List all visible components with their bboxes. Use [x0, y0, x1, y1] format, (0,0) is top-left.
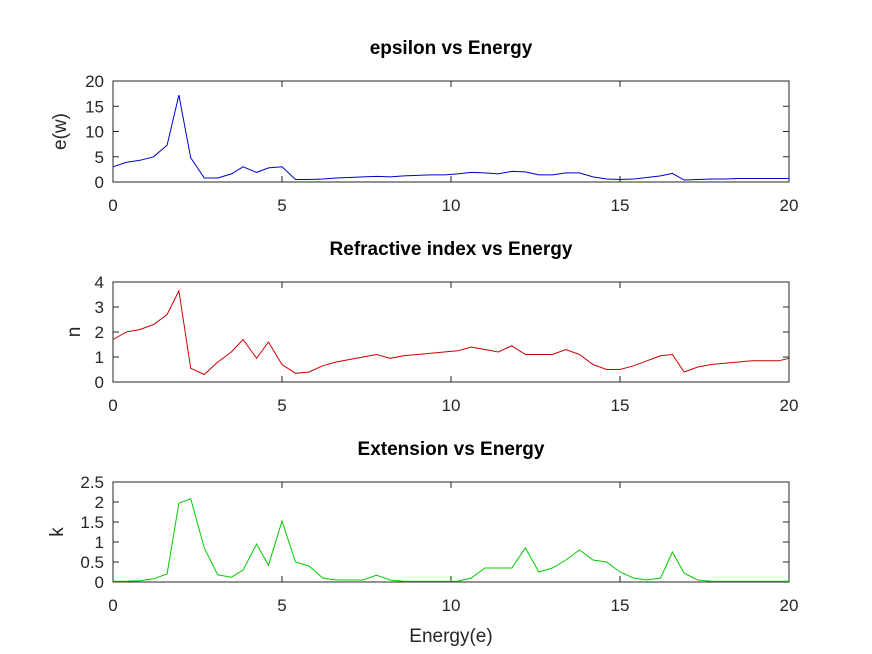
chart-title: Refractive index vs Energy [330, 239, 573, 260]
x-tick-label: 15 [611, 196, 630, 215]
subplot-refractive-index: Refractive index vs Energy 0 5 10 15 20 0 1 2 3 4 n [64, 239, 798, 415]
x-tick-label: 10 [442, 196, 461, 215]
y-tick-label: 0 [95, 173, 104, 192]
x-tick-label: 5 [277, 196, 286, 215]
y-tick-label: 3 [95, 298, 104, 317]
chart-title: Extension vs Energy [358, 439, 545, 460]
subplot-epsilon: epsilon vs Energy 0 5 10 15 20 0 5 10 15 20 e(w) [50, 38, 798, 215]
plot-frame [112, 281, 790, 383]
x-tick-label: 0 [108, 196, 117, 215]
y-tick-label: 0.5 [80, 553, 104, 572]
y-tick-label: 15 [85, 97, 104, 116]
y-tick-label: 1 [95, 348, 104, 367]
y-axis-label: n [64, 327, 85, 338]
y-tick-label: 2 [95, 493, 104, 512]
y-tick-label: 5 [95, 148, 104, 167]
chart-title: epsilon vs Energy [370, 38, 533, 59]
x-tick-label: 5 [277, 396, 286, 415]
series-line [112, 289, 790, 376]
y-tick-label: 1 [95, 533, 104, 552]
series-line [113, 498, 789, 582]
x-tick-label: 0 [108, 396, 117, 415]
x-tick-label: 20 [780, 596, 799, 615]
x-tick-label: 15 [611, 596, 630, 615]
y-axis-label: k [47, 527, 68, 537]
x-tick-label: 0 [108, 596, 117, 615]
x-tick-label: 10 [442, 396, 461, 415]
y-tick-label: 20 [85, 72, 104, 91]
y-tick-label: 2 [95, 323, 104, 342]
y-tick-label: 2.5 [80, 473, 104, 492]
x-tick-label: 20 [780, 196, 799, 215]
x-tick-label: 20 [780, 396, 799, 415]
x-tick-label: 15 [611, 396, 630, 415]
x-tick-label: 10 [442, 596, 461, 615]
y-tick-label: 0 [95, 573, 104, 592]
plot-frame [112, 80, 790, 183]
x-axis-label: Energy(e) [409, 626, 492, 647]
y-tick-label: 10 [85, 123, 104, 142]
y-tick-label: 4 [95, 273, 104, 292]
x-tick-label: 5 [277, 596, 286, 615]
y-tick-label: 1.5 [80, 513, 104, 532]
y-axis-label: e(w) [50, 113, 71, 150]
y-tick-label: 0 [95, 373, 104, 392]
series-line [112, 94, 789, 181]
